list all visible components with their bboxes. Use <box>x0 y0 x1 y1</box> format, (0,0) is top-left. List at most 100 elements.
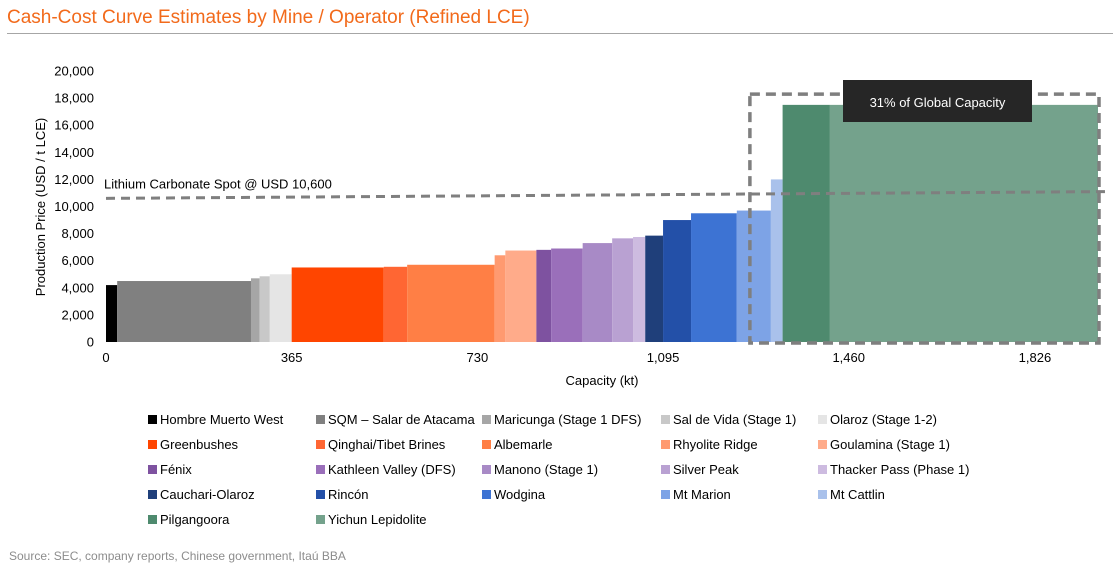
legend-swatch <box>316 440 325 449</box>
legend-label: Mt Marion <box>673 487 731 502</box>
legend-swatch <box>818 465 827 474</box>
annotation-text: 31% of Global Capacity <box>870 95 1006 110</box>
x-tick-label: 0 <box>102 350 109 365</box>
x-tick-label: 1,095 <box>647 350 680 365</box>
legend-swatch <box>661 465 670 474</box>
legend-swatch <box>482 490 491 499</box>
legend-item: Goulamina (Stage 1) <box>818 437 950 453</box>
legend-swatch <box>316 465 325 474</box>
legend-label: Sal de Vida (Stage 1) <box>673 412 797 427</box>
legend-swatch <box>661 440 670 449</box>
legend-label: Qinghai/Tibet Brines <box>328 437 446 452</box>
legend-item: Greenbushes <box>148 437 238 453</box>
y-tick-label: 20,000 <box>54 64 94 79</box>
x-tick-label: 1,460 <box>832 350 865 365</box>
bar-goulamina-stage-1 <box>505 250 537 342</box>
legend-label: Rincón <box>328 487 369 502</box>
legend-label: Kathleen Valley (DFS) <box>328 462 456 477</box>
bar-wodgina <box>691 213 737 342</box>
legend-item: Manono (Stage 1) <box>482 462 598 478</box>
legend-item: SQM – Salar de Atacama <box>316 412 475 428</box>
bar-mt-cattlin <box>770 179 783 342</box>
source-note: Source: SEC, company reports, Chinese go… <box>9 549 346 563</box>
y-tick-label: 2,000 <box>61 307 94 322</box>
y-tick-label: 16,000 <box>54 118 94 133</box>
legend-swatch <box>482 465 491 474</box>
legend-item: Hombre Muerto West <box>148 412 283 428</box>
bar-kathleen-valley-dfs <box>551 248 583 342</box>
bar-yichun-lepidolite <box>829 104 1098 342</box>
y-tick-label: 4,000 <box>61 280 94 295</box>
bar-rincon <box>663 220 692 342</box>
legend-swatch <box>661 490 670 499</box>
legend-swatch <box>818 415 827 424</box>
bar-cauchari-olaroz <box>645 235 664 342</box>
bar-thacker-pass-phase-1 <box>633 236 646 342</box>
cost-curve-chart: Lithium Carbonate Spot @ USD 10,600 31% o… <box>33 64 1107 388</box>
legend-swatch <box>316 415 325 424</box>
spot-price-reference-line <box>105 190 1107 200</box>
bar-maricunga-stage-1-dfs <box>250 278 260 342</box>
legend-item: Wodgina <box>482 487 545 503</box>
x-tick-label: 1,826 <box>1019 350 1052 365</box>
chart-title: Cash-Cost Curve Estimates by Mine / Oper… <box>7 7 530 28</box>
x-tick-label: 730 <box>467 350 489 365</box>
legend-label: Yichun Lepidolite <box>328 512 427 527</box>
legend-item: Qinghai/Tibet Brines <box>316 437 445 453</box>
legend-item: Kathleen Valley (DFS) <box>316 462 456 478</box>
legend-label: Cauchari-Olaroz <box>160 487 255 502</box>
bar-sal-de-vida-stage-1 <box>259 276 270 342</box>
legend-item: Silver Peak <box>661 462 739 478</box>
legend-label: Silver Peak <box>673 462 739 477</box>
legend-swatch <box>482 440 491 449</box>
legend-label: Goulamina (Stage 1) <box>830 437 950 452</box>
legend-label: Fénix <box>160 462 192 477</box>
bar-pilgangoora <box>782 104 830 342</box>
legend-label: Greenbushes <box>160 437 239 452</box>
legend-item: Maricunga (Stage 1 DFS) <box>482 412 641 428</box>
bar-manono-stage-1 <box>582 243 613 342</box>
legend-label: Pilgangoora <box>160 512 230 527</box>
legend-swatch <box>148 465 157 474</box>
legend-item: Mt Cattlin <box>818 487 885 503</box>
legend-item: Rincón <box>316 487 368 503</box>
legend-item: Fénix <box>148 462 192 478</box>
annotation-box <box>843 80 1032 122</box>
legend-label: Albemarle <box>494 437 553 452</box>
bar-fenix <box>536 249 552 342</box>
legend-label: Mt Cattlin <box>830 487 885 502</box>
legend-label: Manono (Stage 1) <box>494 462 599 477</box>
x-tick-label: 365 <box>281 350 303 365</box>
y-tick-label: 12,000 <box>54 172 94 187</box>
bar-hombre-muerto-west <box>106 285 118 342</box>
legend-swatch <box>148 515 157 524</box>
legend-swatch <box>316 515 325 524</box>
legend-swatch <box>818 440 827 449</box>
legend-swatch <box>818 490 827 499</box>
y-tick-label: 14,000 <box>54 145 94 160</box>
y-tick-label: 10,000 <box>54 199 94 214</box>
legend-item: Rhyolite Ridge <box>661 437 758 453</box>
legend-item: Mt Marion <box>661 487 731 503</box>
bar-qinghai-tibet-brines <box>383 266 408 342</box>
legend-label: Olaroz (Stage 1-2) <box>830 412 937 427</box>
bar-olaroz-stage-1-2 <box>269 274 292 342</box>
legend-item: Pilgangoora <box>148 512 229 528</box>
legend-item: Yichun Lepidolite <box>316 512 427 528</box>
bar-greenbushes <box>291 267 384 342</box>
y-axis-title: Production Price (USD / t LCE) <box>33 118 48 296</box>
legend-swatch <box>148 440 157 449</box>
legend-item: Olaroz (Stage 1-2) <box>818 412 937 428</box>
bar-rhyolite-ridge <box>494 255 506 342</box>
legend-swatch <box>148 415 157 424</box>
legend-item: Thacker Pass (Phase 1) <box>818 462 969 478</box>
legend-swatch <box>661 415 670 424</box>
legend-swatch <box>482 415 491 424</box>
legend-item: Sal de Vida (Stage 1) <box>661 412 796 428</box>
legend-label: SQM – Salar de Atacama <box>328 412 475 427</box>
legend-swatch <box>148 490 157 499</box>
y-tick-label: 0 <box>87 335 94 350</box>
legend-label: Thacker Pass (Phase 1) <box>830 462 970 477</box>
y-tick-label: 6,000 <box>61 253 94 268</box>
legend-label: Rhyolite Ridge <box>673 437 758 452</box>
